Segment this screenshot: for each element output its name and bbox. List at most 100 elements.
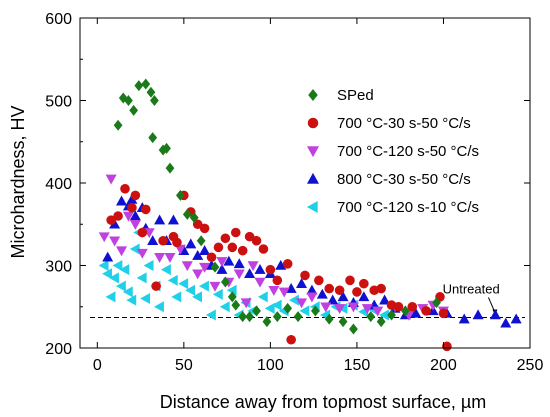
- x-tick-label: 100: [257, 357, 284, 374]
- data-point: [300, 270, 310, 281]
- data-point: [205, 309, 216, 321]
- data-point: [421, 306, 431, 316]
- data-point: [141, 78, 151, 90]
- data-point: [147, 235, 159, 246]
- x-axis-title: Distance away from topmost surface, µm: [160, 392, 486, 412]
- data-point: [324, 313, 334, 325]
- data-point: [151, 281, 161, 291]
- data-point: [158, 235, 168, 246]
- data-point: [192, 269, 204, 280]
- data-point: [116, 246, 128, 257]
- data-point: [209, 281, 221, 292]
- data-point: [154, 252, 166, 263]
- data-point: [311, 305, 320, 317]
- data-point: [189, 212, 199, 224]
- data-point: [251, 235, 262, 246]
- data-point: [136, 248, 148, 259]
- data-point: [160, 264, 171, 276]
- data-point: [192, 291, 202, 303]
- data-point: [140, 292, 151, 305]
- data-point: [265, 264, 276, 275]
- data-point: [167, 274, 178, 286]
- data-point: [219, 301, 230, 313]
- data-point: [127, 202, 137, 213]
- data-point: [216, 264, 228, 274]
- data-point: [227, 242, 238, 253]
- data-point: [293, 311, 303, 323]
- data-point: [296, 298, 308, 309]
- y-axis-title: Microhardness, HV: [8, 105, 28, 258]
- data-point: [113, 211, 123, 221]
- data-point: [164, 252, 176, 263]
- data-point: [129, 219, 141, 230]
- data-point: [98, 232, 110, 243]
- data-point: [337, 291, 349, 302]
- x-tick-label: 150: [344, 357, 371, 374]
- data-point: [510, 313, 522, 324]
- data-point: [185, 238, 197, 249]
- data-point: [126, 294, 137, 306]
- data-point: [359, 278, 369, 289]
- data-point: [393, 301, 404, 312]
- series-0: [113, 78, 441, 335]
- data-point: [286, 334, 296, 345]
- data-point: [358, 291, 370, 302]
- data-point: [231, 299, 241, 311]
- data-point: [102, 251, 114, 262]
- data-point: [278, 287, 290, 298]
- data-point: [116, 195, 128, 206]
- data-point: [347, 302, 359, 313]
- data-point: [109, 236, 121, 247]
- y-tick-label: 500: [45, 94, 72, 111]
- data-point: [316, 288, 328, 299]
- data-point: [105, 174, 117, 185]
- data-point: [98, 259, 109, 272]
- data-point: [199, 223, 210, 234]
- axes: 0 50 100 150 200 250 200 300 400 500 600: [45, 11, 543, 374]
- data-point: [102, 268, 112, 280]
- data-point: [376, 283, 386, 294]
- data-point: [352, 287, 362, 297]
- data-point: [324, 283, 335, 294]
- series-4: [98, 226, 389, 321]
- data-point: [220, 233, 231, 244]
- data-point: [119, 264, 130, 276]
- data-point: [167, 214, 179, 225]
- data-point: [162, 142, 171, 154]
- data-point: [334, 285, 345, 296]
- data-point: [247, 261, 259, 272]
- data-point: [212, 288, 223, 300]
- data-point: [500, 317, 512, 328]
- data-point: [230, 227, 241, 238]
- data-point: [196, 235, 206, 247]
- data-point: [438, 308, 449, 319]
- data-point: [122, 211, 134, 222]
- data-point: [124, 95, 133, 106]
- data-point: [176, 189, 185, 201]
- data-point: [171, 291, 182, 303]
- data-point: [223, 255, 235, 266]
- data-point: [210, 261, 220, 273]
- data-point: [199, 245, 211, 255]
- data-point: [327, 294, 339, 305]
- data-point: [178, 278, 189, 290]
- data-point: [489, 309, 501, 320]
- legend-label: SPed: [337, 87, 374, 104]
- data-point: [227, 291, 237, 303]
- x-tick-label: 0: [93, 357, 102, 374]
- data-point: [410, 307, 422, 318]
- series-1: [106, 183, 452, 352]
- data-point: [387, 309, 396, 321]
- data-point: [254, 277, 266, 288]
- data-point: [306, 292, 318, 303]
- data-point: [254, 264, 266, 274]
- data-point: [432, 297, 441, 309]
- legend-label: 700 °C-120 s-10 °C/s: [337, 199, 479, 216]
- data-point: [199, 262, 211, 273]
- untreated-label: Untreated: [443, 281, 500, 296]
- data-point: [146, 86, 156, 98]
- data-point: [334, 304, 346, 315]
- plot-area: Untreated: [90, 78, 525, 352]
- data-point: [137, 227, 148, 238]
